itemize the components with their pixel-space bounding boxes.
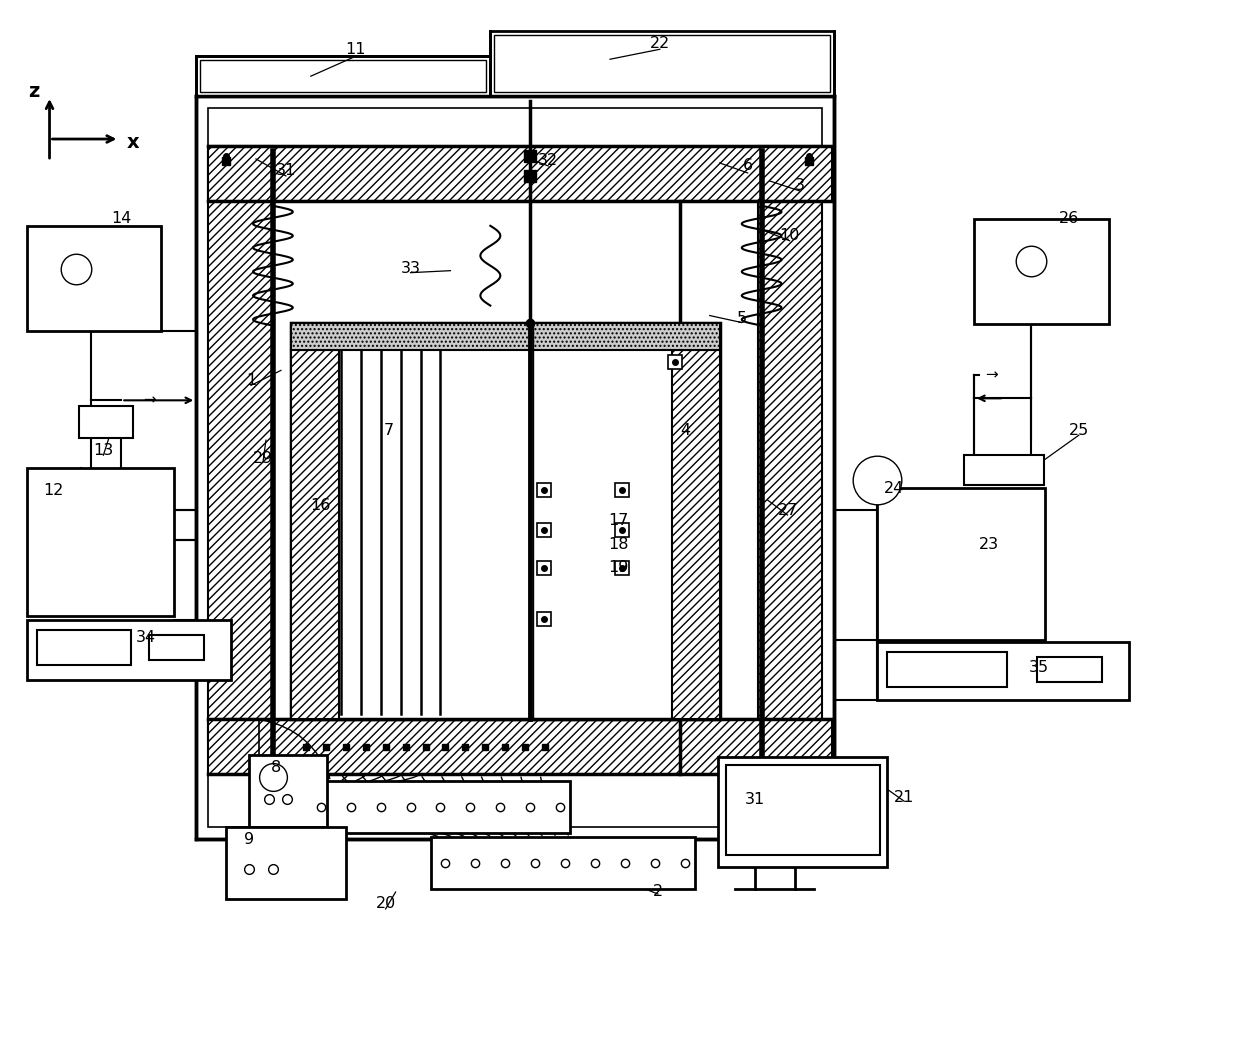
- Bar: [1037, 656, 1101, 681]
- Bar: [888, 652, 1007, 687]
- Text: 1: 1: [246, 373, 257, 388]
- Text: 5: 5: [737, 311, 746, 326]
- Text: 8: 8: [270, 760, 281, 774]
- Text: 22: 22: [650, 36, 670, 51]
- Bar: [758, 146, 822, 740]
- Bar: [537, 483, 552, 497]
- Bar: [291, 323, 719, 350]
- Text: x: x: [126, 133, 139, 152]
- Bar: [668, 355, 682, 370]
- Text: 23: 23: [978, 537, 999, 553]
- Bar: [430, 837, 694, 889]
- Bar: [495, 36, 831, 92]
- Text: 6: 6: [743, 159, 753, 173]
- Bar: [306, 782, 570, 833]
- Bar: [291, 323, 719, 719]
- Bar: [208, 108, 822, 828]
- Text: 21: 21: [894, 790, 914, 805]
- Bar: [490, 31, 835, 96]
- Bar: [196, 56, 490, 96]
- Text: 20: 20: [376, 897, 396, 911]
- Text: →: →: [985, 368, 997, 382]
- Text: 18: 18: [608, 537, 629, 553]
- Bar: [196, 96, 835, 839]
- Bar: [718, 758, 888, 867]
- Text: 12: 12: [43, 483, 63, 497]
- Text: 17: 17: [608, 512, 629, 528]
- Text: 33: 33: [401, 261, 420, 276]
- Bar: [725, 765, 880, 855]
- Bar: [963, 456, 1044, 485]
- Bar: [208, 146, 832, 201]
- Bar: [226, 828, 346, 899]
- Text: 9: 9: [244, 832, 254, 846]
- Bar: [291, 350, 339, 719]
- Bar: [26, 620, 231, 679]
- Bar: [537, 561, 552, 575]
- Bar: [79, 407, 133, 438]
- Bar: [878, 642, 1128, 699]
- Text: 27: 27: [777, 503, 797, 517]
- Text: 11: 11: [346, 42, 366, 56]
- Bar: [615, 561, 629, 575]
- Text: 14: 14: [112, 211, 131, 227]
- Text: 32: 32: [538, 154, 558, 168]
- Bar: [975, 218, 1109, 324]
- Bar: [200, 61, 486, 92]
- Text: 10: 10: [780, 228, 800, 243]
- Text: 3: 3: [795, 179, 805, 193]
- Bar: [537, 522, 552, 537]
- Text: 4: 4: [680, 423, 689, 438]
- Bar: [615, 522, 629, 537]
- Bar: [36, 630, 131, 665]
- Text: 31: 31: [744, 792, 765, 807]
- Text: 34: 34: [136, 630, 156, 645]
- Bar: [615, 483, 629, 497]
- Text: 26: 26: [1059, 211, 1079, 227]
- Text: 19: 19: [608, 560, 629, 576]
- Bar: [208, 719, 832, 774]
- Text: 31: 31: [275, 163, 296, 179]
- Bar: [149, 634, 205, 659]
- Bar: [537, 611, 552, 626]
- Bar: [672, 350, 719, 719]
- Text: →: →: [143, 393, 156, 408]
- Text: 29: 29: [253, 450, 273, 466]
- Text: z: z: [29, 82, 40, 100]
- Text: 2: 2: [652, 883, 663, 899]
- Text: 13: 13: [93, 443, 114, 458]
- Text: 25: 25: [1069, 423, 1089, 438]
- Text: 16: 16: [310, 497, 331, 512]
- Text: 24: 24: [884, 481, 904, 495]
- Bar: [249, 756, 327, 828]
- Bar: [878, 488, 1045, 640]
- Bar: [26, 468, 174, 616]
- Bar: [208, 146, 273, 740]
- Text: 35: 35: [1029, 660, 1049, 675]
- Bar: [26, 226, 161, 330]
- Text: 7: 7: [383, 423, 393, 438]
